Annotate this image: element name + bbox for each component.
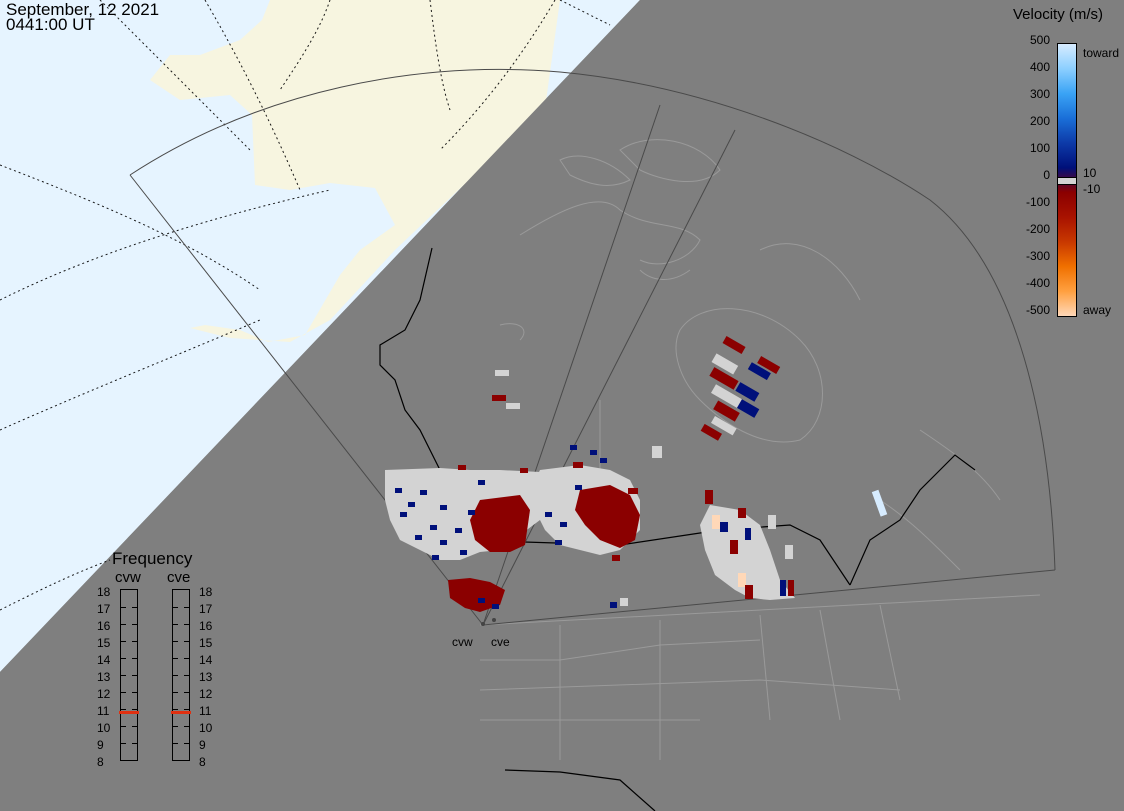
freq-tick: 11 bbox=[97, 704, 110, 718]
freq-tick: 8 bbox=[199, 755, 206, 769]
away-label: away bbox=[1083, 303, 1112, 317]
freq-gauge-tick bbox=[132, 607, 137, 608]
freq-gauge-tick bbox=[121, 607, 126, 608]
freq-gauge-tick bbox=[121, 726, 126, 727]
freq-gauge-tick bbox=[184, 658, 189, 659]
freq-gauge-tick bbox=[184, 709, 189, 710]
velocity-tick: -300 bbox=[1025, 249, 1050, 263]
freq-gauge-tick bbox=[173, 709, 178, 710]
freq-gauge-tick bbox=[173, 641, 178, 642]
freq-gauge-tick bbox=[173, 624, 178, 625]
freq-tick: 13 bbox=[97, 670, 111, 684]
radar-site-marker bbox=[492, 618, 496, 622]
freq-tick: 13 bbox=[199, 670, 213, 684]
freq-gauge-tick bbox=[132, 692, 137, 693]
velocity-tick: 100 bbox=[1029, 141, 1050, 155]
threshold-positive-label: 10 bbox=[1083, 166, 1097, 180]
freq-tick: 17 bbox=[199, 602, 213, 616]
freq-tick: 9 bbox=[97, 738, 104, 752]
freq-tick: 18 bbox=[97, 585, 111, 599]
freq-gauge-tick bbox=[173, 743, 178, 744]
velocity-tick: 200 bbox=[1029, 114, 1050, 128]
freq-tick: 17 bbox=[97, 602, 111, 616]
toward-label: toward bbox=[1083, 46, 1120, 60]
freq-gauge-tick bbox=[184, 607, 189, 608]
freq-gauge-tick bbox=[132, 675, 137, 676]
freq-gauge-tick bbox=[132, 743, 137, 744]
freq-tick: 11 bbox=[199, 704, 212, 718]
radar-site-label: cvw bbox=[452, 635, 473, 649]
time-label: 0441:00 UT bbox=[6, 15, 95, 34]
velocity-tick: 500 bbox=[1029, 33, 1050, 47]
alaska-land bbox=[150, 0, 560, 342]
freq-gauge-tick bbox=[184, 675, 189, 676]
freq-tick: 16 bbox=[199, 619, 213, 633]
freq-tick: 12 bbox=[97, 687, 111, 701]
freq-gauge-tick bbox=[132, 709, 137, 710]
freq-tick: 16 bbox=[97, 619, 111, 633]
scatter-cells bbox=[385, 336, 888, 612]
freq-gauge-tick bbox=[184, 743, 189, 744]
velocity-tick: -500 bbox=[1025, 303, 1050, 317]
freq-gauge-tick bbox=[132, 624, 137, 625]
freq-gauge-tick bbox=[184, 692, 189, 693]
freq-gauge-tick bbox=[132, 641, 137, 642]
freq-gauge bbox=[171, 589, 191, 761]
velocity-colorbar bbox=[1057, 43, 1077, 317]
radar-site-label: cve bbox=[491, 635, 510, 649]
freq-gauge-tick bbox=[173, 675, 178, 676]
freq-gauge-tick bbox=[121, 641, 126, 642]
freq-indicator bbox=[119, 711, 139, 715]
freq-gauge-tick bbox=[184, 624, 189, 625]
freq-gauge-tick bbox=[121, 658, 126, 659]
freq-tick: 14 bbox=[97, 653, 111, 667]
freq-gauge bbox=[119, 589, 139, 761]
freq-tick: 9 bbox=[199, 738, 206, 752]
freq-tick: 12 bbox=[199, 687, 213, 701]
velocity-tick: -100 bbox=[1025, 195, 1050, 209]
freq-tick: 15 bbox=[199, 636, 213, 650]
freq-gauge-tick bbox=[121, 709, 126, 710]
freq-radar-label: cvw bbox=[115, 569, 141, 586]
freq-gauge-tick bbox=[173, 658, 178, 659]
freq-tick: 14 bbox=[199, 653, 213, 667]
velocity-tick: 0 bbox=[1043, 168, 1050, 182]
freq-gauge-tick bbox=[173, 726, 178, 727]
freq-tick: 10 bbox=[199, 721, 213, 735]
freq-gauge-tick bbox=[121, 743, 126, 744]
frequency-title: Frequency bbox=[112, 549, 193, 568]
freq-tick: 10 bbox=[97, 721, 111, 735]
radar-site-marker bbox=[481, 622, 485, 626]
freq-tick: 18 bbox=[199, 585, 213, 599]
freq-gauge-tick bbox=[121, 692, 126, 693]
freq-gauge-tick bbox=[173, 607, 178, 608]
graticule bbox=[0, 0, 611, 611]
freq-gauge-tick bbox=[121, 624, 126, 625]
velocity-tick: -200 bbox=[1025, 222, 1050, 236]
date-label: September, 12 2021 bbox=[6, 0, 160, 19]
velocity-tick: -400 bbox=[1025, 276, 1050, 290]
velocity-tick: 400 bbox=[1029, 60, 1050, 74]
freq-radar-label: cve bbox=[167, 569, 191, 586]
freq-tick: 15 bbox=[97, 636, 111, 650]
freq-gauge-tick bbox=[132, 726, 137, 727]
freq-gauge-tick bbox=[121, 675, 126, 676]
velocity-tick: 300 bbox=[1029, 87, 1050, 101]
freq-indicator bbox=[171, 711, 191, 715]
zero-band bbox=[1058, 177, 1076, 185]
threshold-negative-label: -10 bbox=[1083, 182, 1101, 196]
freq-tick: 8 bbox=[97, 755, 104, 769]
freq-gauge-tick bbox=[173, 692, 178, 693]
freq-gauge-tick bbox=[132, 658, 137, 659]
freq-gauge-tick bbox=[184, 726, 189, 727]
velocity-scale-title: Velocity (m/s) bbox=[1013, 6, 1104, 23]
freq-gauge-tick bbox=[184, 641, 189, 642]
